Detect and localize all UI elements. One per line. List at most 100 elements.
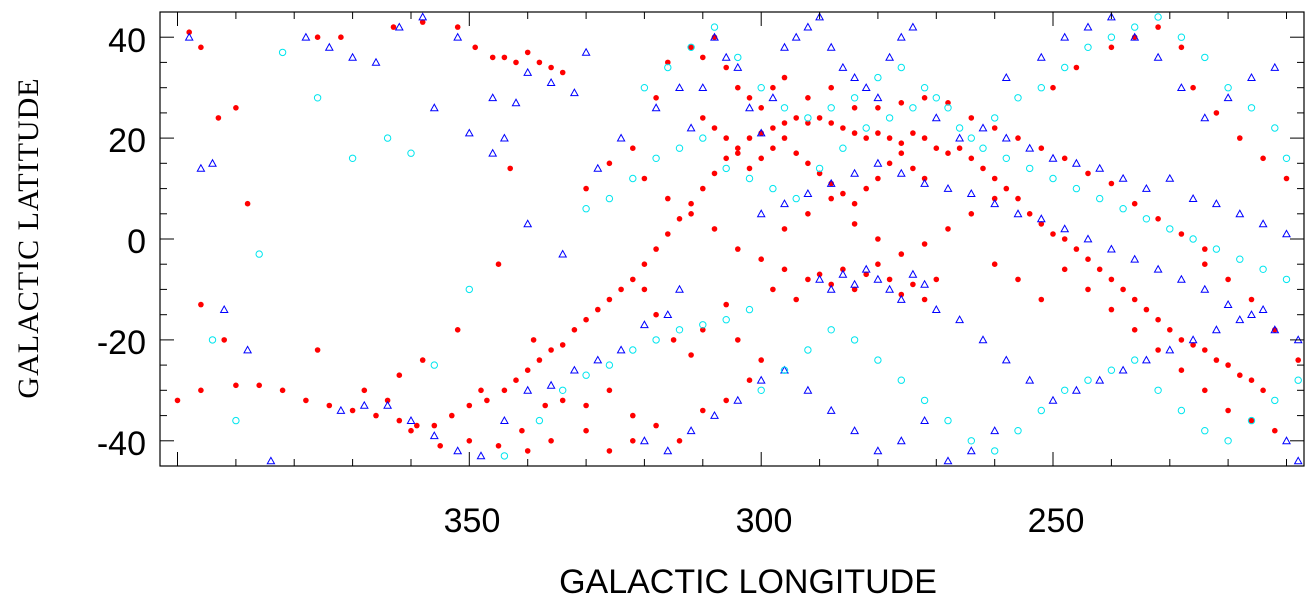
data-point-cyan-open-circle	[932, 94, 940, 102]
data-point-cyan-open-circle	[850, 336, 859, 344]
data-point-cyan-open-circle	[430, 361, 438, 369]
data-point-cyan-open-circle	[465, 285, 473, 294]
data-point-cyan-open-circle	[792, 194, 800, 203]
data-point-blue-open-triangle	[896, 32, 906, 41]
data-point-cyan-open-circle	[1201, 427, 1209, 435]
data-point-cyan-open-circle	[629, 346, 637, 354]
data-point-cyan-open-circle	[955, 124, 964, 132]
axis-ticks	[160, 11, 1304, 467]
data-point-blue-open-triangle	[1258, 219, 1268, 228]
data-point-red-filled-circle	[770, 84, 776, 91]
data-point-cyan-open-circle	[500, 452, 509, 460]
data-point-cyan-open-circle	[255, 250, 263, 258]
data-point-red-filled-circle	[1015, 135, 1021, 141]
data-point-cyan-open-circle	[559, 386, 567, 394]
data-point-blue-open-triangle	[1118, 173, 1128, 182]
data-point-red-filled-circle	[886, 160, 893, 167]
data-point-red-filled-circle	[746, 95, 753, 101]
data-point-red-filled-circle	[583, 185, 589, 192]
data-point-red-filled-circle	[793, 296, 799, 303]
data-point-red-filled-circle	[1003, 185, 1010, 192]
data-point-blue-open-triangle	[1083, 234, 1093, 243]
data-point-red-filled-circle	[711, 226, 718, 232]
data-point-cyan-open-circle	[1131, 23, 1139, 31]
data-point-red-filled-circle	[279, 387, 286, 394]
data-point-red-filled-circle	[921, 135, 928, 141]
data-point-blue-open-triangle	[593, 163, 603, 172]
data-point-red-filled-circle	[524, 448, 531, 454]
data-point-blue-open-triangle	[1118, 365, 1128, 374]
data-point-blue-open-triangle	[1282, 229, 1291, 238]
data-point-red-filled-circle	[431, 422, 438, 429]
data-point-red-filled-circle	[968, 155, 975, 162]
data-point-cyan-open-circle	[208, 336, 217, 344]
data-point-red-filled-circle	[688, 211, 694, 217]
data-point-cyan-open-circle	[535, 416, 544, 425]
data-point-cyan-open-circle	[710, 23, 719, 31]
data-point-red-filled-circle	[390, 24, 397, 30]
data-point-cyan-open-circle	[780, 366, 789, 374]
data-point-red-filled-circle	[851, 130, 858, 136]
data-point-cyan-open-circle	[757, 84, 765, 92]
data-point-red-filled-circle	[1108, 180, 1115, 187]
data-point-red-filled-circle	[396, 417, 403, 424]
data-point-cyan-open-circle	[278, 48, 287, 57]
data-point-blue-open-triangle	[990, 426, 1000, 435]
data-point-red-filled-circle	[770, 286, 776, 293]
data-point-cyan-open-circle	[885, 114, 894, 122]
data-point-blue-open-triangle	[476, 451, 486, 460]
data-point-blue-open-triangle	[651, 103, 661, 112]
data-point-blue-open-triangle	[546, 380, 556, 389]
data-point-red-filled-circle	[688, 44, 694, 51]
data-point-red-filled-circle	[793, 150, 799, 156]
data-point-red-filled-circle	[781, 120, 788, 126]
data-point-red-filled-circle	[816, 115, 823, 121]
data-point-blue-open-triangle	[453, 446, 463, 455]
data-point-blue-open-triangle	[1153, 52, 1163, 61]
data-point-blue-open-triangle	[850, 168, 860, 177]
data-point-blue-open-triangle	[558, 249, 568, 258]
y-tick-label: -20	[97, 324, 146, 362]
data-point-cyan-open-circle	[699, 134, 707, 142]
data-point-red-filled-circle	[805, 95, 811, 101]
data-point-blue-open-triangle	[850, 426, 860, 435]
data-point-blue-open-triangle	[406, 415, 416, 424]
data-point-blue-open-triangle	[1165, 345, 1175, 354]
data-point-cyan-open-circle	[605, 361, 614, 369]
data-point-blue-open-triangle	[453, 32, 463, 41]
data-point-blue-open-triangle	[943, 183, 953, 192]
data-point-blue-open-triangle	[348, 52, 358, 61]
data-point-red-filled-circle	[1202, 347, 1208, 353]
data-point-cyan-open-circle	[862, 124, 870, 132]
data-point-blue-open-triangle	[850, 72, 860, 81]
data-point-red-filled-circle	[1038, 145, 1045, 151]
data-point-red-filled-circle	[921, 296, 928, 303]
data-point-blue-open-triangle	[581, 47, 591, 56]
data-point-blue-open-triangle	[838, 269, 848, 278]
data-point-cyan-open-circle	[804, 114, 812, 122]
data-point-blue-open-triangle	[639, 436, 649, 445]
data-point-red-filled-circle	[1038, 221, 1045, 227]
data-point-blue-open-triangle	[464, 128, 474, 137]
data-point-cyan-open-circle	[967, 437, 975, 445]
data-point-blue-open-triangle	[324, 42, 334, 51]
data-point-red-filled-circle	[1167, 327, 1173, 333]
data-point-red-filled-circle	[466, 402, 473, 409]
data-point-red-filled-circle	[781, 226, 788, 232]
data-point-red-filled-circle	[781, 266, 788, 273]
data-point-red-filled-circle	[1085, 286, 1091, 293]
data-point-blue-open-triangle	[593, 355, 603, 364]
data-point-red-filled-circle	[886, 276, 893, 283]
data-point-red-filled-circle	[1260, 387, 1266, 394]
data-point-red-filled-circle	[1260, 155, 1266, 162]
data-point-red-filled-circle	[1073, 64, 1080, 71]
data-point-red-filled-circle	[851, 200, 858, 207]
data-point-red-filled-circle	[1155, 24, 1161, 30]
data-point-red-filled-circle	[828, 84, 834, 91]
data-point-blue-open-triangle	[219, 304, 229, 313]
data-point-red-filled-circle	[711, 170, 718, 177]
x-axis-title: GALACTIC LONGITUDE	[559, 563, 937, 599]
data-point-red-filled-circle	[781, 135, 788, 141]
data-point-red-filled-circle	[513, 59, 519, 66]
data-point-blue-open-triangle	[1036, 214, 1046, 223]
